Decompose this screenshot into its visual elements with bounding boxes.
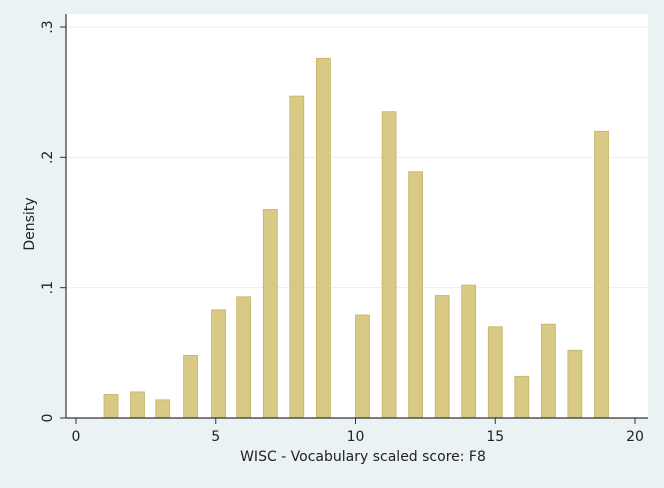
x-tick-label: 5 (211, 429, 220, 445)
bar (183, 354, 199, 419)
bars (103, 57, 609, 419)
y-axis-label: Density (22, 197, 38, 250)
bar (514, 375, 530, 419)
y-tick-label: .3 (40, 20, 56, 33)
bar (103, 394, 119, 419)
x-axis-label: WISC - Vocabulary scaled score: F8 (240, 449, 486, 465)
bar (262, 209, 278, 419)
bar (487, 326, 503, 419)
x-tick-label: 20 (626, 429, 644, 445)
x-tick-label: 0 (72, 429, 81, 445)
y-tick-label: .2 (40, 151, 56, 164)
bar (567, 349, 583, 419)
bar (541, 323, 556, 419)
gridlines (66, 26, 648, 289)
x-tick-label: 10 (347, 429, 365, 445)
bar (434, 295, 450, 419)
bar (315, 57, 331, 419)
bar (211, 309, 227, 419)
bar (594, 130, 609, 419)
bar (408, 171, 424, 419)
x-tick-label: 15 (486, 429, 504, 445)
bar (461, 284, 477, 419)
y-tick-label: .1 (40, 281, 56, 294)
bar (155, 399, 171, 419)
axes: 0 5 10 15 20 0 .1 .2 .3 (40, 14, 648, 445)
bar (289, 95, 305, 419)
bar (381, 111, 397, 419)
bar (355, 314, 370, 419)
y-tick-label: 0 (40, 414, 56, 423)
bar (236, 296, 252, 419)
bar (130, 391, 145, 419)
